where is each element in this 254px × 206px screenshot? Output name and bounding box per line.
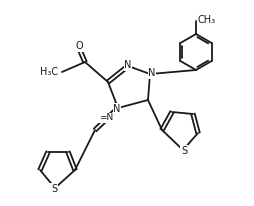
Text: N: N [124,60,131,70]
Text: H₃C: H₃C [40,67,58,77]
Text: O: O [75,41,83,51]
Text: S: S [180,146,186,156]
Text: =N: =N [98,114,113,123]
Text: N: N [148,68,155,78]
Text: N: N [113,104,120,114]
Text: CH₃: CH₃ [197,15,215,25]
Text: S: S [51,184,57,194]
